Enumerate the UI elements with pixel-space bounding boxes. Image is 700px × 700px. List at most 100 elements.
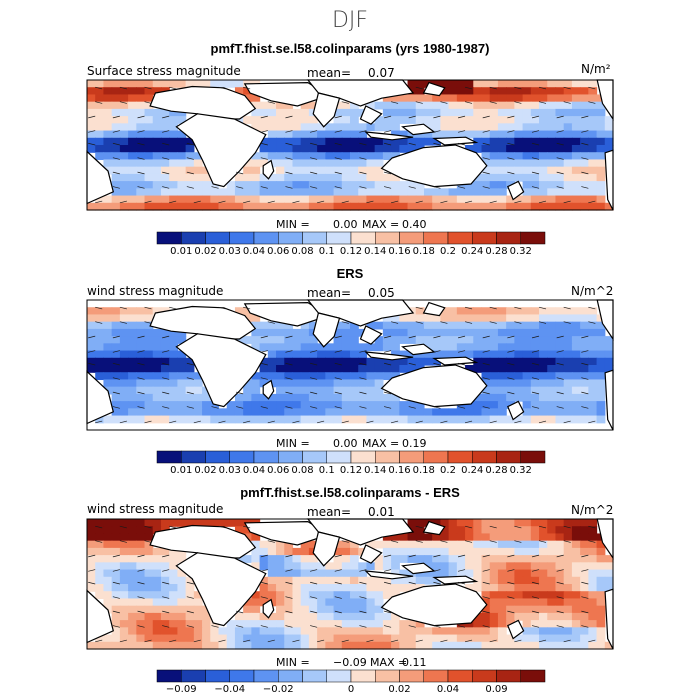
field-cell (218, 195, 228, 204)
field-cell (497, 336, 507, 344)
field-cell (563, 379, 573, 388)
wind-vector (95, 420, 103, 424)
field-cell (530, 620, 540, 628)
field-cell (350, 555, 359, 563)
field-cell (580, 94, 589, 103)
field-cell (497, 314, 507, 323)
field-cell (514, 605, 524, 614)
field-cell (506, 612, 515, 621)
field-cell (350, 641, 359, 650)
wind-vector (243, 525, 251, 529)
field-cell (87, 145, 96, 153)
field-cell (489, 569, 499, 578)
panel-2-max-label: MAX = (362, 437, 400, 450)
field-cell (489, 401, 499, 409)
field-cell (547, 350, 557, 359)
field-cell (350, 547, 359, 556)
field-cell (317, 123, 326, 132)
field-cell (325, 173, 335, 182)
field-cell (588, 605, 598, 614)
field-cell (580, 336, 589, 344)
field-cell (588, 336, 598, 344)
field-cell (580, 634, 589, 643)
field-cell (522, 386, 532, 395)
field-cell (267, 116, 277, 124)
field-cell (87, 336, 96, 344)
field-cell (563, 627, 573, 636)
wind-vector (408, 554, 416, 558)
field-cell (103, 195, 113, 204)
field-cell (333, 569, 343, 578)
colorbar-swatch (253, 231, 279, 245)
field-cell (169, 591, 179, 600)
field-cell (292, 202, 302, 211)
wind-vector (144, 540, 152, 543)
field-cell (588, 547, 598, 556)
coastline (359, 105, 383, 125)
field-cell (111, 584, 121, 592)
field-cell (448, 116, 458, 124)
field-cell (202, 393, 211, 402)
field-cell (325, 612, 335, 621)
field-cell (251, 591, 261, 600)
field-cell (177, 173, 187, 182)
field-cell (473, 401, 483, 409)
field-cell (185, 159, 195, 168)
field-cell (177, 137, 187, 146)
field-cell (596, 415, 606, 424)
field-cell (539, 159, 548, 168)
field-cell (136, 307, 146, 316)
field-cell (111, 195, 121, 204)
field-cell (432, 130, 442, 139)
field-cell (530, 350, 540, 359)
field-cell (423, 627, 433, 636)
field-cell (506, 576, 515, 585)
wind-vector (236, 610, 244, 614)
field-cell (169, 634, 179, 643)
field-cell (87, 123, 96, 132)
field-cell (456, 627, 466, 636)
field-cell (218, 202, 228, 211)
field-cell (177, 393, 187, 402)
field-cell (382, 540, 392, 549)
field-cell (259, 576, 269, 585)
field-cell (358, 576, 368, 585)
field-cell (374, 365, 384, 373)
field-cell (497, 415, 507, 424)
field-cell (506, 108, 515, 117)
panel-2-mean-value: 0.05 (368, 286, 395, 300)
field-cell (160, 562, 170, 571)
field-cell (341, 336, 351, 344)
wind-vector (581, 362, 589, 366)
field-cell (547, 166, 557, 175)
field-cell (95, 137, 105, 146)
field-cell (333, 415, 343, 424)
field-cell (177, 145, 187, 153)
wind-vector (137, 391, 145, 395)
field-cell (440, 343, 450, 352)
field-cell (111, 108, 121, 117)
field-cell (432, 408, 442, 417)
field-cell (350, 584, 359, 592)
field-cell (210, 634, 220, 643)
field-cell (399, 116, 409, 124)
wind-vector (334, 362, 342, 366)
wind-vector (581, 391, 589, 395)
field-cell (382, 202, 392, 211)
field-cell (456, 87, 466, 96)
wind-vector (310, 581, 318, 585)
wind-vector (457, 130, 466, 133)
field-cell (514, 343, 524, 352)
field-cell (119, 94, 129, 103)
field-cell (111, 87, 121, 96)
field-cell (243, 386, 252, 395)
field-cell (341, 576, 351, 585)
field-cell (555, 116, 565, 124)
field-cell (284, 415, 294, 424)
field-cell (300, 202, 310, 211)
field-cell (251, 188, 261, 197)
field-cell (596, 627, 606, 636)
wind-vector (119, 639, 127, 643)
panel-2-mean-label: mean= (307, 286, 352, 300)
field-cell (432, 350, 442, 359)
